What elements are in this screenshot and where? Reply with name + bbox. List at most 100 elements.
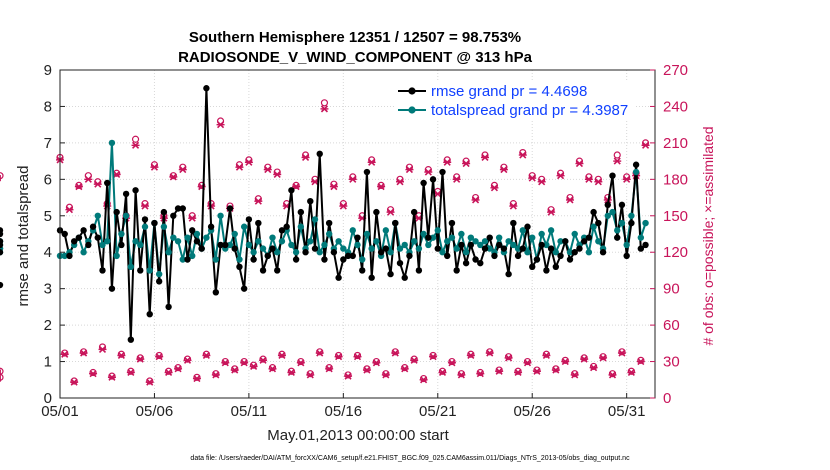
rmse-point bbox=[274, 267, 281, 274]
rmse-point bbox=[179, 205, 186, 212]
obs-possible-marker bbox=[467, 350, 475, 358]
rmse-point bbox=[61, 230, 68, 238]
legend-label-totalspread: totalspread grand pr = 4.3987 bbox=[431, 102, 628, 119]
rmse-point bbox=[108, 285, 116, 292]
rmse-point bbox=[330, 249, 338, 256]
totalspread-point bbox=[444, 238, 451, 245]
rmse-point bbox=[359, 267, 366, 274]
right-tick-label: 60 bbox=[663, 317, 680, 334]
rmse-point bbox=[396, 259, 404, 267]
obs-possible-marker bbox=[608, 370, 617, 378]
rmse-point bbox=[0, 238, 4, 245]
obs-assimilated-marker bbox=[273, 170, 282, 179]
totalspread-point bbox=[354, 241, 361, 249]
totalspread-point bbox=[595, 238, 602, 245]
totalspread-point bbox=[373, 238, 380, 245]
rmse-point bbox=[444, 252, 451, 260]
obs-possible-marker bbox=[325, 364, 333, 372]
obs-assimilated-marker bbox=[348, 175, 357, 183]
rmse-point bbox=[316, 150, 323, 158]
obs-possible-marker bbox=[80, 348, 88, 356]
obs-assimilated-marker bbox=[447, 359, 456, 367]
rmse-point bbox=[552, 263, 560, 270]
obs-possible-marker bbox=[292, 181, 300, 190]
rmse-point bbox=[486, 234, 493, 241]
obs-assimilated-marker bbox=[306, 371, 315, 379]
rmse-point bbox=[373, 208, 380, 216]
rmse-point bbox=[609, 172, 616, 179]
totalspread-point bbox=[363, 230, 371, 238]
y-tick-label: 0 bbox=[44, 390, 52, 407]
totalspread-point bbox=[236, 256, 243, 263]
totalspread-point bbox=[368, 245, 375, 252]
obs-possible-marker bbox=[240, 357, 248, 366]
obs-assimilated-marker bbox=[98, 345, 107, 353]
totalspread-point bbox=[453, 245, 460, 252]
obs-assimilated-marker bbox=[556, 172, 565, 180]
rmse-point bbox=[406, 252, 413, 260]
rmse-point bbox=[104, 179, 111, 187]
obs-assimilated-marker bbox=[462, 159, 471, 168]
obs-assimilated-marker bbox=[301, 153, 310, 162]
x-tick-label: 05/31 bbox=[608, 403, 646, 420]
obs-assimilated-marker bbox=[405, 166, 414, 174]
obs-possible-marker bbox=[0, 172, 4, 180]
obs-assimilated-marker bbox=[259, 356, 268, 364]
obs-assimilated-marker bbox=[216, 121, 225, 129]
rmse-point bbox=[557, 252, 564, 260]
totalspread-point bbox=[632, 168, 640, 176]
rmse-point bbox=[344, 252, 352, 260]
totalspread-point bbox=[118, 230, 125, 238]
rmse-point bbox=[292, 256, 300, 263]
right-tick-label: 240 bbox=[663, 98, 688, 115]
totalspread-point bbox=[571, 230, 578, 238]
right-tick-label: 210 bbox=[663, 135, 688, 152]
obs-assimilated-marker bbox=[164, 368, 173, 377]
rmse-point bbox=[505, 270, 512, 278]
totalspread-point bbox=[170, 234, 177, 241]
rmse-point bbox=[184, 256, 191, 263]
rmse-point bbox=[250, 256, 257, 263]
obs-assimilated-marker bbox=[230, 366, 239, 374]
rmse-point bbox=[618, 201, 626, 209]
obs-assimilated-marker bbox=[174, 365, 183, 373]
totalspread-point bbox=[321, 241, 328, 249]
totalspread-point bbox=[458, 230, 465, 238]
obs-assimilated-marker bbox=[183, 356, 192, 364]
totalspread-point bbox=[481, 238, 489, 245]
obs-possible-marker bbox=[117, 350, 125, 358]
obs-possible-marker bbox=[438, 367, 447, 375]
rmse-point bbox=[264, 252, 271, 260]
rmse-point bbox=[524, 223, 531, 230]
totalspread-point bbox=[226, 241, 234, 249]
obs-assimilated-marker bbox=[429, 353, 438, 361]
obs-assimilated-marker bbox=[70, 378, 79, 386]
x-tick-label: 05/11 bbox=[231, 403, 267, 420]
obs-assimilated-marker bbox=[296, 359, 305, 367]
obs-possible-marker bbox=[372, 357, 380, 366]
obs-assimilated-marker bbox=[641, 141, 650, 149]
totalspread-point bbox=[94, 212, 101, 219]
obs-assimilated-marker bbox=[344, 372, 353, 380]
obs-possible-marker bbox=[580, 354, 588, 362]
y-tick-label: 1 bbox=[44, 354, 52, 371]
obs-assimilated-marker bbox=[419, 376, 428, 384]
rmse-point bbox=[632, 161, 640, 168]
right-tick-label: 270 bbox=[663, 62, 688, 79]
totalspread-point bbox=[297, 223, 305, 230]
rmse-point bbox=[387, 270, 394, 278]
totalspread-point bbox=[519, 227, 526, 234]
totalspread-point bbox=[255, 238, 262, 245]
obs-assimilated-marker bbox=[287, 368, 296, 377]
obs-assimilated-marker bbox=[60, 350, 69, 358]
obs-assimilated-marker bbox=[443, 158, 452, 166]
totalspread-point bbox=[203, 234, 210, 241]
obs-assimilated-marker bbox=[424, 168, 433, 176]
obs-assimilated-marker bbox=[438, 368, 447, 377]
obs-assimilated-marker bbox=[249, 362, 258, 370]
obs-assimilated-marker bbox=[532, 367, 541, 375]
obs-assimilated-marker bbox=[240, 359, 249, 367]
obs-assimilated-marker bbox=[192, 374, 201, 383]
rmse-point bbox=[288, 187, 295, 194]
y-tick-label: 4 bbox=[44, 244, 52, 261]
